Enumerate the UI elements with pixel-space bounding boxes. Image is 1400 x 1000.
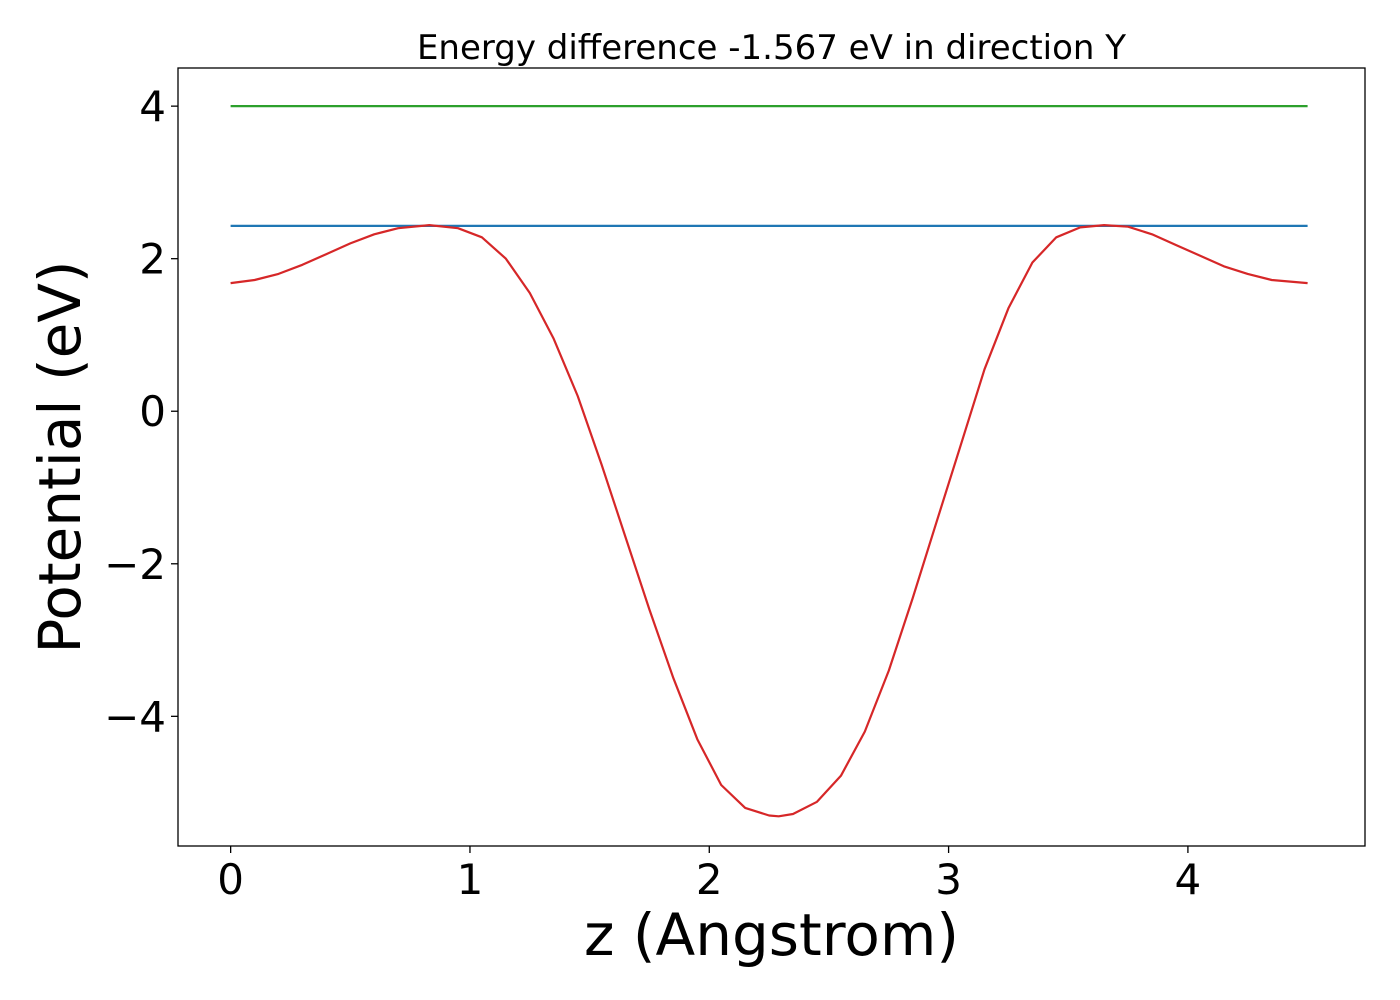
x-tick-label: 4 [1175,855,1202,904]
x-tick-label: 0 [217,855,244,904]
y-tick-label: −2 [104,540,166,589]
x-axis-label: z (Angstrom) [584,901,959,969]
y-axis-label: Potential (eV) [26,260,94,653]
plot-frame [177,67,1366,847]
x-tick-label: 2 [696,855,723,904]
x-tick-label: 1 [457,855,484,904]
series-layer [230,104,1308,818]
chart-title: Energy difference -1.567 eV in direction… [417,28,1126,68]
series-line-2 [230,224,1308,818]
y-tick-label: 0 [139,387,166,436]
y-tick-label: 2 [139,235,166,284]
y-tick-label: 4 [139,82,166,131]
y-axis: −4 −2 0 2 4 [104,82,178,741]
y-tick-label: −4 [104,692,166,741]
x-tick-label: 3 [935,855,962,904]
x-axis: 0 1 2 3 4 [217,846,1201,904]
